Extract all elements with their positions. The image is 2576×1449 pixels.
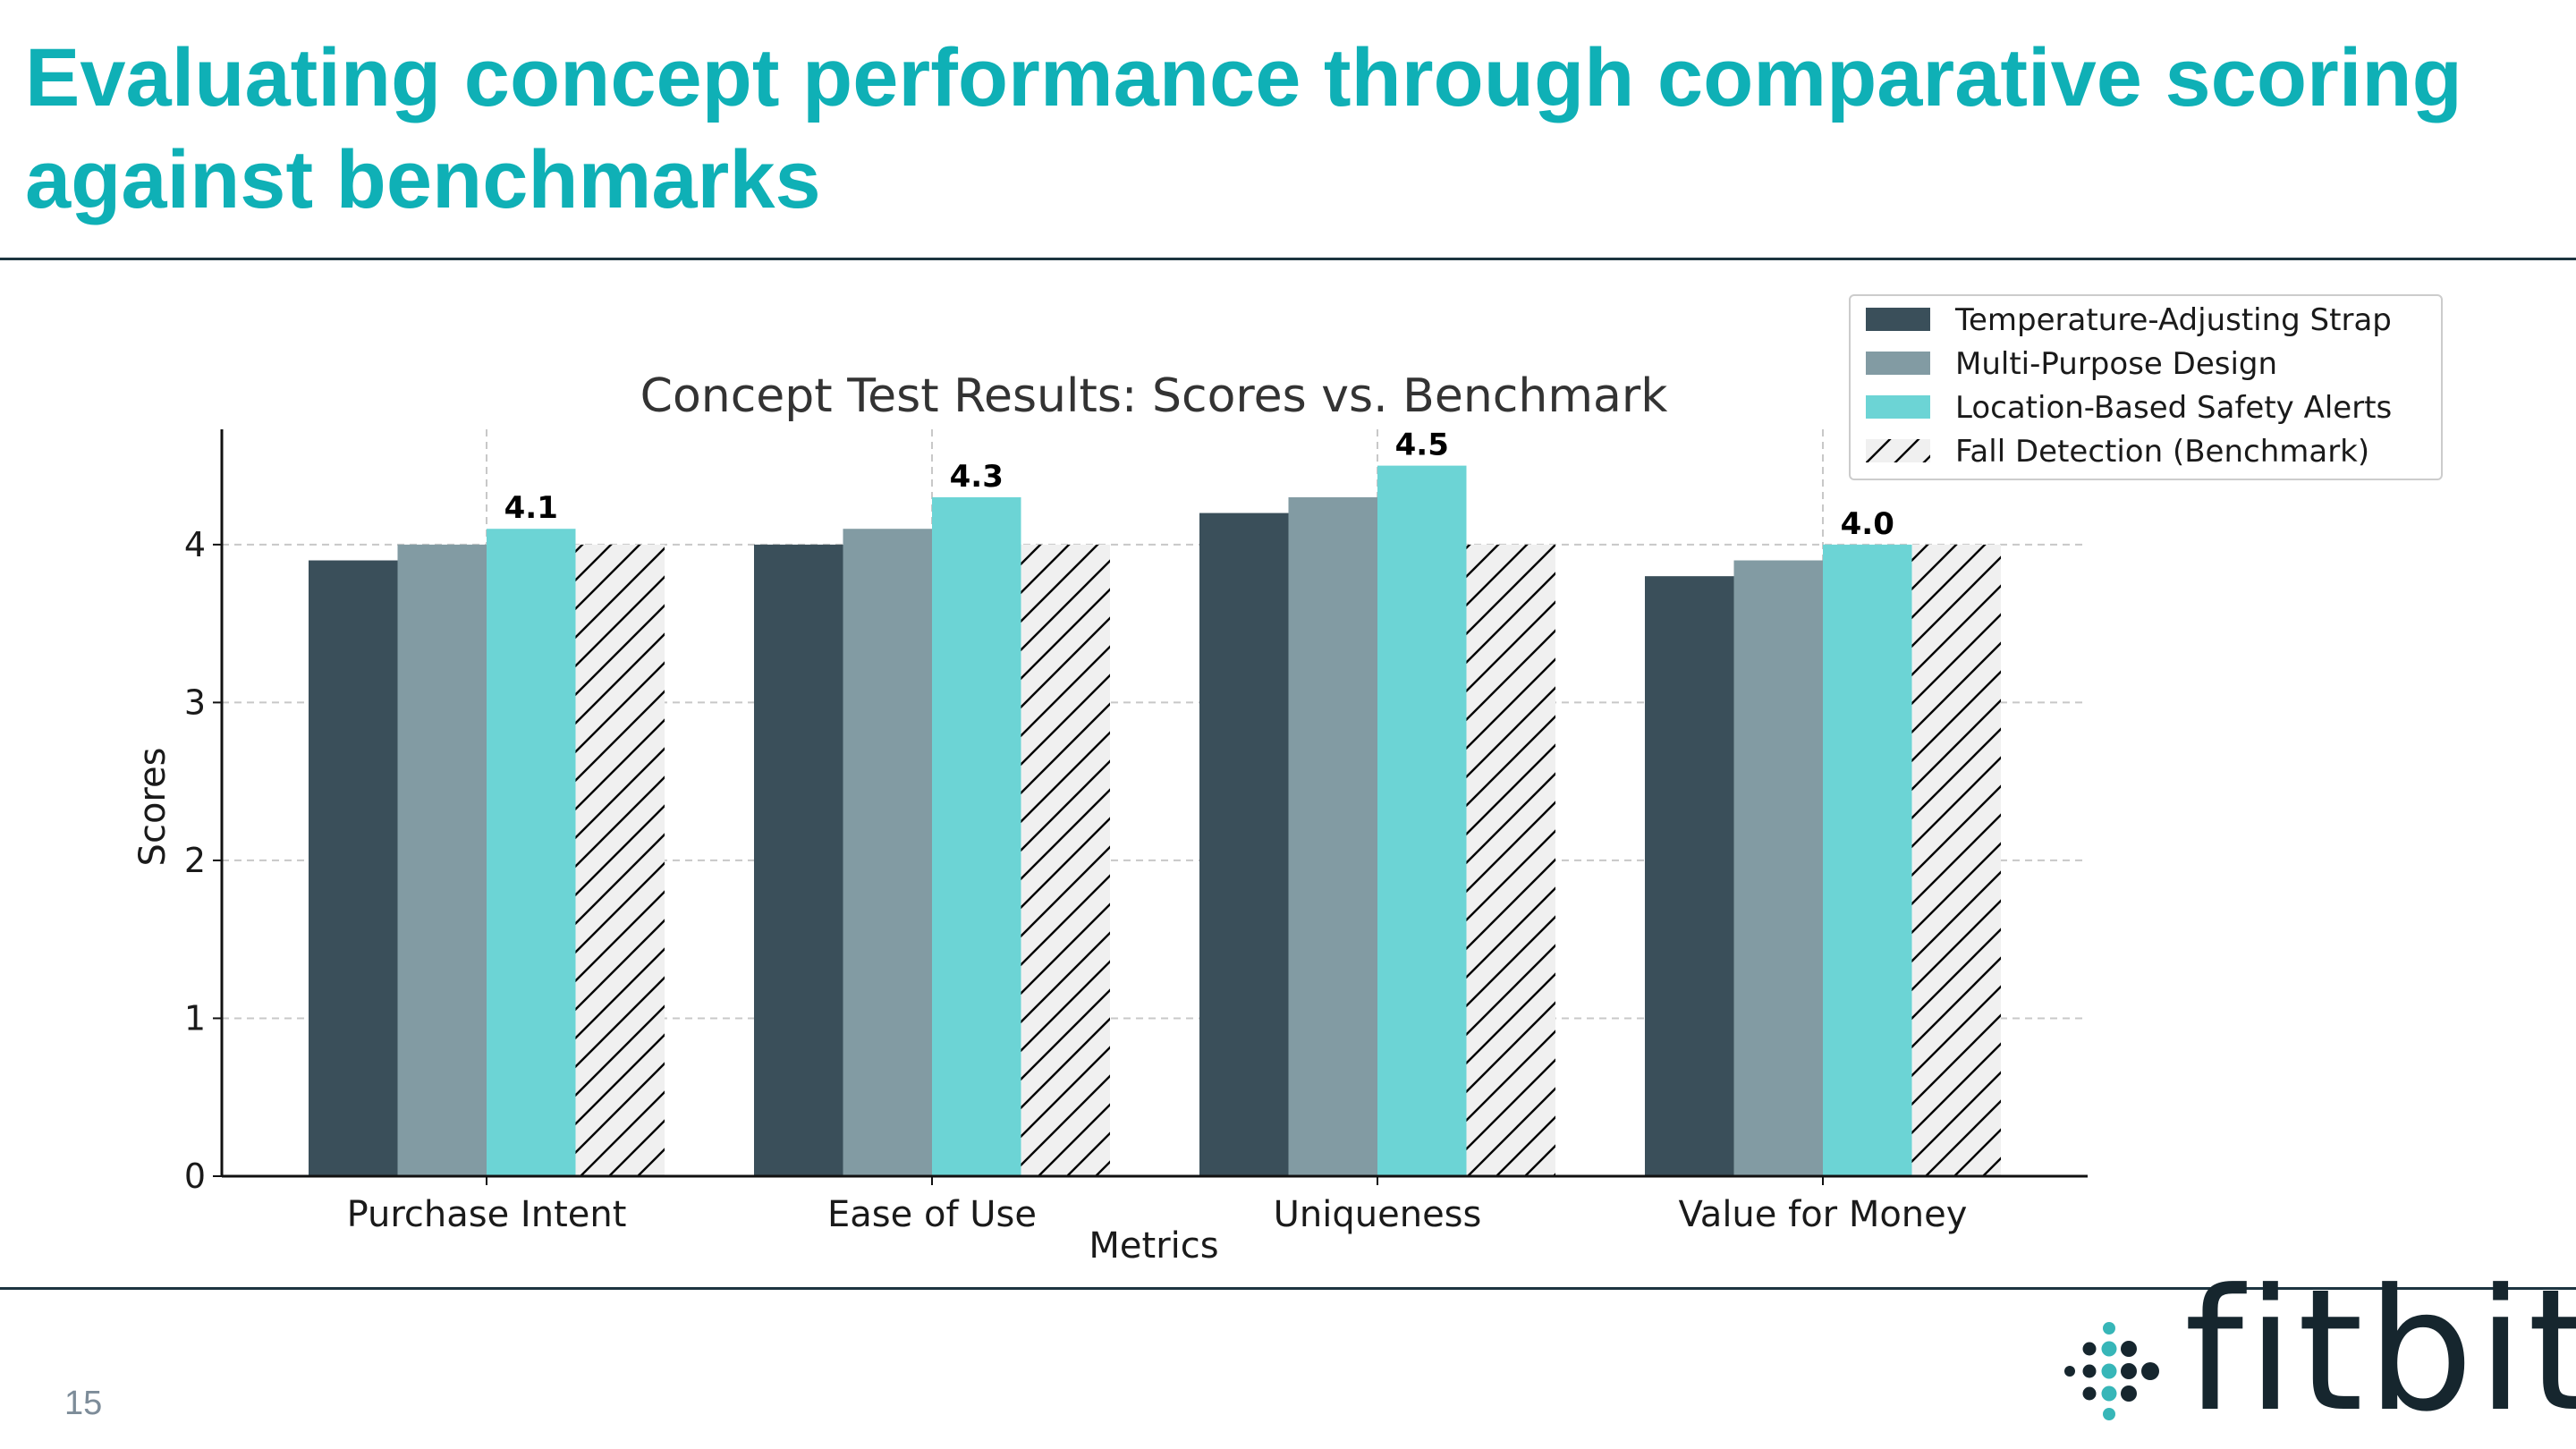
y-axis-label: Scores: [132, 748, 174, 867]
axes: 0 1 2 3 4 Purchase Intent Ease of Use Uniquenes…: [184, 429, 2088, 1235]
x-axis-label: Metrics: [1089, 1225, 1218, 1267]
bar: [575, 544, 665, 1176]
x-tick-label: Uniqueness: [1274, 1194, 1482, 1235]
legend-label: Multi-Purpose Design: [1955, 346, 2277, 382]
slide-title: Evaluating concept performance through c…: [25, 32, 2462, 225]
data-label: 4.5: [1395, 428, 1449, 463]
y-tick-label: 3: [184, 682, 206, 722]
y-tick-label: 0: [184, 1157, 206, 1196]
bar: [1199, 513, 1289, 1176]
footer-divider: [0, 1287, 2576, 1290]
y-tick-label: 4: [184, 525, 206, 564]
y-tick-label: 1: [184, 998, 206, 1038]
x-tick-label: Purchase Intent: [347, 1194, 627, 1235]
bar: [1021, 544, 1110, 1176]
bar: [309, 560, 398, 1176]
x-tick-label: Value for Money: [1679, 1194, 1968, 1235]
bar: [843, 529, 932, 1176]
bar: [397, 544, 487, 1176]
legend-box: [1849, 294, 2443, 480]
bar: [932, 496, 1021, 1176]
x-tick-label: Ease of Use: [827, 1194, 1037, 1235]
legend-label: Fall Detection (Benchmark): [1955, 434, 2369, 470]
bars: 4.1 4.3 4.5 4.0: [309, 428, 2001, 1176]
legend-label: Location-Based Safety Alerts: [1955, 390, 2392, 426]
data-label: 4.0: [1841, 506, 1894, 542]
bar: [1645, 576, 1734, 1176]
legend-label: Temperature-Adjusting Strap: [1954, 302, 2392, 338]
chart-legend: Temperature-Adjusting Strap Multi-Purpose…: [1849, 294, 2443, 480]
y-tick-label: 2: [184, 841, 206, 880]
fitbit-logo: fitbit: [2057, 1267, 2576, 1445]
page-number: 15: [64, 1385, 103, 1422]
bar: [1466, 544, 1555, 1176]
bar: [1911, 544, 2001, 1176]
legend-swatch: [1866, 352, 1930, 375]
data-label: 4.3: [950, 459, 1004, 495]
data-label: 4.1: [504, 490, 558, 526]
concept-test-chart: 4.1 4.3 4.5 4.0 0 1 2 3 4 Purchase Intent Ease of…: [132, 294, 2443, 1267]
bar: [1377, 465, 1467, 1176]
bar: [1733, 560, 1823, 1176]
logo-wordmark: fitbit: [2184, 1253, 2576, 1449]
legend-swatch: [1866, 308, 1930, 331]
bar: [1823, 544, 1912, 1176]
header-divider: [0, 258, 2576, 260]
bar: [754, 544, 843, 1176]
fitbit-dots-icon: [2064, 1322, 2159, 1420]
bar: [487, 529, 576, 1176]
bar: [1288, 496, 1377, 1176]
legend-swatch: [1866, 439, 1930, 462]
legend-swatch: [1866, 395, 1930, 419]
chart-title: Concept Test Results: Scores vs. Benchma…: [640, 369, 1668, 423]
